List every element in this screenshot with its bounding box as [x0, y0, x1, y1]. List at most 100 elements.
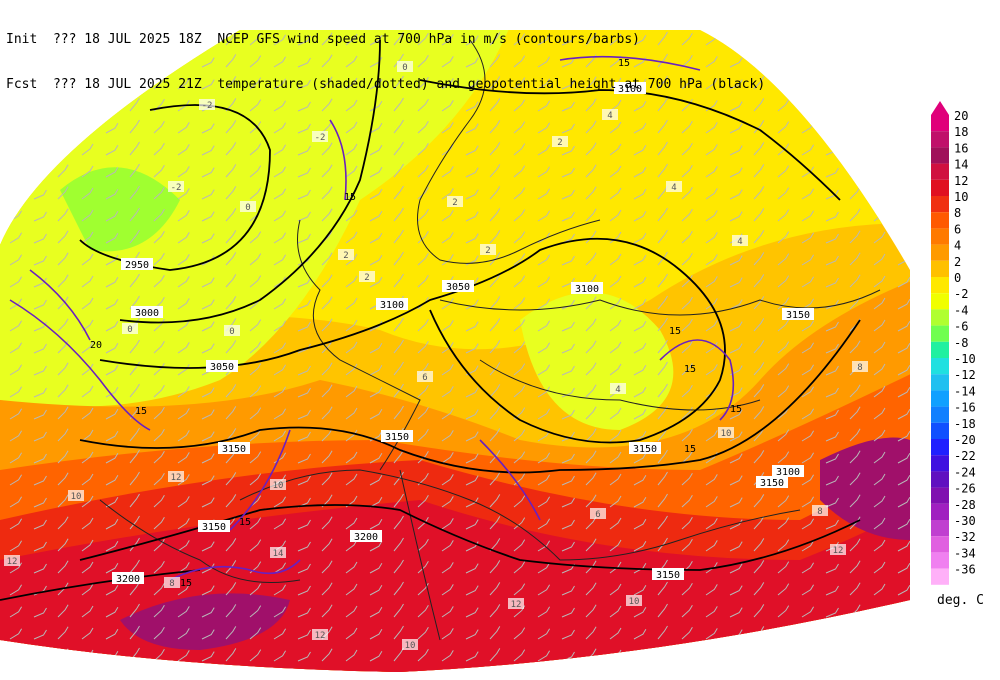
wind-barb	[777, 231, 790, 244]
temp-label-box	[4, 555, 20, 566]
wind-barb	[225, 406, 237, 420]
wind-barb	[105, 342, 119, 354]
wind-barb	[585, 252, 597, 266]
temp-label: 14	[273, 549, 284, 559]
wind-barb	[777, 517, 790, 530]
wind-barb	[249, 165, 262, 178]
wind-barb	[825, 255, 839, 266]
wind-barb	[393, 361, 404, 376]
wind-barb	[393, 559, 404, 574]
wind-barb	[417, 230, 429, 244]
wind-barb	[489, 626, 501, 640]
wind-barb	[81, 561, 94, 574]
wind-barb	[729, 321, 743, 332]
wind-barb	[585, 538, 597, 552]
wind-barb	[681, 76, 693, 90]
wind-barb	[177, 606, 190, 618]
wind-barb	[729, 277, 743, 288]
height-label-box	[206, 360, 238, 372]
wind-barb	[513, 341, 526, 354]
wind-barb	[57, 626, 69, 640]
wind-barb	[489, 340, 501, 354]
wind-barb	[249, 55, 262, 68]
wind-barb	[321, 32, 333, 46]
legend-swatch	[931, 390, 949, 407]
wind-barb	[441, 166, 454, 178]
wind-barb	[33, 365, 47, 376]
wind-barb	[657, 493, 668, 508]
wind-barb	[393, 383, 404, 398]
wind-barb	[177, 386, 190, 398]
temp-label: 6	[595, 510, 600, 520]
wind-barb	[369, 276, 383, 288]
wind-barb	[369, 518, 383, 530]
wind-barb	[849, 384, 861, 398]
wind-barb	[777, 363, 790, 376]
wind-barb	[9, 364, 23, 376]
wind-barb	[849, 274, 861, 288]
wind-barb	[513, 187, 526, 200]
wind-barb	[537, 34, 551, 46]
wind-barb	[369, 232, 383, 244]
wind-barb	[369, 650, 383, 662]
wind-barb	[129, 449, 140, 464]
wind-barb	[177, 320, 190, 332]
wind-barb	[129, 383, 140, 398]
wind-barb	[225, 340, 237, 354]
wind-barb	[273, 144, 287, 156]
wind-barb	[81, 385, 94, 398]
wind-barb	[249, 473, 262, 486]
wind-barb	[249, 77, 262, 90]
wind-barb	[801, 210, 815, 222]
wind-label: 15	[135, 406, 147, 417]
wind-barb	[705, 298, 718, 310]
wind-barb	[297, 123, 311, 134]
wind-barb	[441, 210, 454, 222]
wind-barb	[441, 34, 454, 46]
wind-barb	[753, 274, 765, 288]
wind-barb	[177, 474, 190, 486]
wind-barb	[489, 318, 501, 332]
wind-barb	[9, 452, 23, 464]
wind-barb	[777, 385, 790, 398]
wind-barb	[465, 101, 479, 112]
wind-barb	[369, 34, 383, 46]
wind-barb	[513, 649, 526, 662]
wind-barb	[441, 584, 454, 596]
wind-barb	[801, 496, 815, 508]
wind-barb	[441, 232, 454, 244]
wind-barb	[369, 452, 383, 464]
wind-barb	[297, 409, 311, 420]
wind-barb	[441, 518, 454, 530]
wind-barb	[57, 516, 69, 530]
wind-barb	[105, 386, 119, 398]
wind-barb	[441, 408, 454, 420]
wind-barb	[777, 407, 790, 420]
wind-barb	[201, 189, 215, 200]
init-line: Init ??? 18 JUL 2025 18Z NCEP GFS wind s…	[6, 32, 765, 47]
wind-barb	[873, 385, 886, 398]
wind-barb	[81, 143, 94, 156]
temp-label-box	[240, 201, 256, 212]
wind-barb	[801, 386, 815, 398]
wind-barb	[33, 387, 47, 398]
wind-barb	[633, 122, 647, 134]
wind-barb	[201, 299, 215, 310]
legend-swatch	[931, 228, 949, 245]
wind-barb	[81, 605, 94, 618]
wind-barb	[225, 296, 237, 310]
wind-label: 15	[730, 404, 742, 415]
temp-label-box	[812, 505, 828, 516]
wind-barb	[393, 405, 404, 420]
temp-label: 0	[245, 203, 250, 213]
wind-barb	[441, 122, 454, 134]
wind-barb	[753, 516, 765, 530]
wind-barb	[249, 605, 262, 618]
wind-barb	[873, 429, 886, 442]
wind-barb	[297, 79, 311, 90]
legend-swatch	[931, 212, 949, 229]
wind-barb	[105, 188, 119, 200]
wind-barb	[609, 297, 622, 310]
wind-barb	[633, 188, 647, 200]
wind-barb	[177, 518, 190, 530]
